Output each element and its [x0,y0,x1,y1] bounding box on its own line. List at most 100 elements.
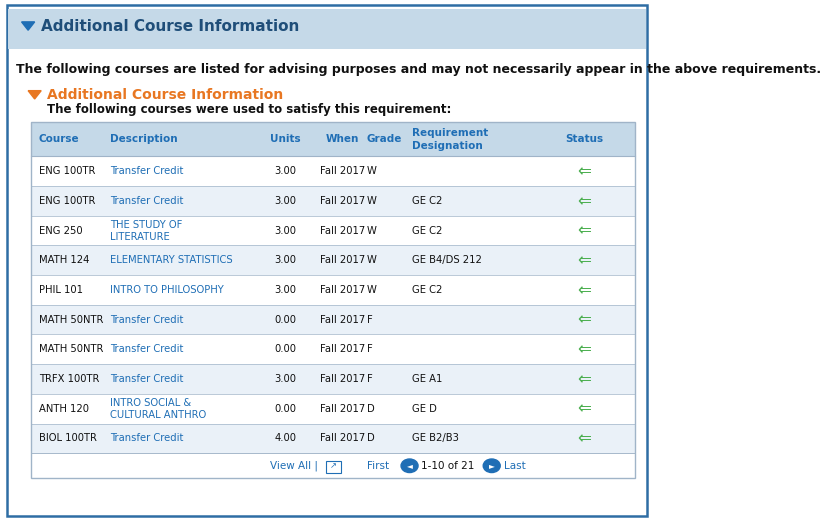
Text: 3.00: 3.00 [274,374,296,384]
Text: 3.00: 3.00 [274,196,296,206]
Text: 4.00: 4.00 [274,433,296,443]
Text: THE STUDY OF
LITERATURE: THE STUDY OF LITERATURE [110,219,182,242]
Text: Fall 2017: Fall 2017 [320,196,365,206]
Text: D: D [366,433,375,443]
Text: GE B4/DS 212: GE B4/DS 212 [412,255,482,265]
Text: 0.00: 0.00 [274,344,296,354]
Text: INTRO SOCIAL &
CULTURAL ANTHRO: INTRO SOCIAL & CULTURAL ANTHRO [110,398,206,420]
Circle shape [401,459,418,473]
Text: Transfer Credit: Transfer Credit [110,166,184,176]
Text: MATH 124: MATH 124 [38,255,89,265]
Polygon shape [28,91,42,99]
Text: GE D: GE D [412,404,437,414]
Text: ►: ► [489,461,494,470]
FancyBboxPatch shape [32,245,636,275]
Text: ENG 250: ENG 250 [38,226,82,235]
Text: ⇐: ⇐ [578,192,591,210]
FancyBboxPatch shape [32,186,636,216]
Text: Units: Units [270,134,301,144]
Text: When: When [326,134,359,144]
FancyBboxPatch shape [7,5,647,516]
Text: Last: Last [504,461,525,471]
Text: Fall 2017: Fall 2017 [320,344,365,354]
Text: D: D [366,404,375,414]
Text: ANTH 120: ANTH 120 [38,404,89,414]
Text: GE C2: GE C2 [412,196,442,206]
Circle shape [483,459,500,473]
Text: Fall 2017: Fall 2017 [320,374,365,384]
Text: F: F [366,344,372,354]
Text: ↗: ↗ [330,461,337,470]
Text: W: W [366,196,376,206]
FancyBboxPatch shape [327,461,341,473]
Text: W: W [366,255,376,265]
Text: F: F [366,315,372,325]
Text: Fall 2017: Fall 2017 [320,433,365,443]
Text: GE C2: GE C2 [412,285,442,295]
Text: ⇐: ⇐ [578,429,591,448]
Text: The following courses are listed for advising purposes and may not necessarily a: The following courses are listed for adv… [17,64,822,76]
Text: GE A1: GE A1 [412,374,442,384]
Text: 0.00: 0.00 [274,404,296,414]
FancyBboxPatch shape [32,156,636,186]
Text: Grade: Grade [366,134,402,144]
Text: 3.00: 3.00 [274,226,296,235]
Text: First: First [366,461,389,471]
Text: TRFX 100TR: TRFX 100TR [38,374,99,384]
Text: W: W [366,166,376,176]
Text: ⇐: ⇐ [578,311,591,329]
Text: Requirement
Designation: Requirement Designation [412,128,489,151]
Text: ⇐: ⇐ [578,251,591,269]
Text: Additional Course Information: Additional Course Information [47,89,283,102]
Text: Fall 2017: Fall 2017 [320,226,365,235]
Text: 3.00: 3.00 [274,255,296,265]
Text: 3.00: 3.00 [274,285,296,295]
Text: ⇐: ⇐ [578,221,591,240]
Text: ELEMENTARY STATISTICS: ELEMENTARY STATISTICS [110,255,233,265]
Text: Transfer Credit: Transfer Credit [110,374,184,384]
FancyBboxPatch shape [7,9,646,49]
Text: ⇐: ⇐ [578,281,591,299]
Text: W: W [366,226,376,235]
Text: W: W [366,285,376,295]
Text: ⇐: ⇐ [578,340,591,358]
Text: ENG 100TR: ENG 100TR [38,166,95,176]
FancyBboxPatch shape [32,305,636,334]
Text: Fall 2017: Fall 2017 [320,404,365,414]
FancyBboxPatch shape [32,216,636,245]
FancyBboxPatch shape [32,364,636,394]
Text: 3.00: 3.00 [274,166,296,176]
Text: ENG 100TR: ENG 100TR [38,196,95,206]
FancyBboxPatch shape [32,424,636,453]
Text: Status: Status [565,134,603,144]
Text: MATH 50NTR: MATH 50NTR [38,315,103,325]
Text: Transfer Credit: Transfer Credit [110,433,184,443]
Text: Additional Course Information: Additional Course Information [41,19,299,34]
Text: Transfer Credit: Transfer Credit [110,196,184,206]
Text: Fall 2017: Fall 2017 [320,285,365,295]
Text: GE C2: GE C2 [412,226,442,235]
Text: Fall 2017: Fall 2017 [320,166,365,176]
FancyBboxPatch shape [32,394,636,424]
Text: GE B2/B3: GE B2/B3 [412,433,459,443]
Text: 0.00: 0.00 [274,315,296,325]
Text: The following courses were used to satisfy this requirement:: The following courses were used to satis… [47,104,451,116]
Text: View All |: View All | [270,461,318,471]
Text: PHIL 101: PHIL 101 [38,285,82,295]
Text: Description: Description [110,134,178,144]
Text: ⇐: ⇐ [578,162,591,180]
Text: ⇐: ⇐ [578,400,591,418]
Text: 1-10 of 21: 1-10 of 21 [421,461,475,471]
Text: Transfer Credit: Transfer Credit [110,344,184,354]
Polygon shape [22,22,35,30]
Text: BIOL 100TR: BIOL 100TR [38,433,96,443]
Text: ◄: ◄ [406,461,412,470]
FancyBboxPatch shape [32,453,636,478]
Text: ⇐: ⇐ [578,370,591,388]
Text: INTRO TO PHILOSOPHY: INTRO TO PHILOSOPHY [110,285,224,295]
FancyBboxPatch shape [32,334,636,364]
Text: MATH 50NTR: MATH 50NTR [38,344,103,354]
FancyBboxPatch shape [32,122,636,156]
Text: Course: Course [38,134,79,144]
Text: Fall 2017: Fall 2017 [320,255,365,265]
